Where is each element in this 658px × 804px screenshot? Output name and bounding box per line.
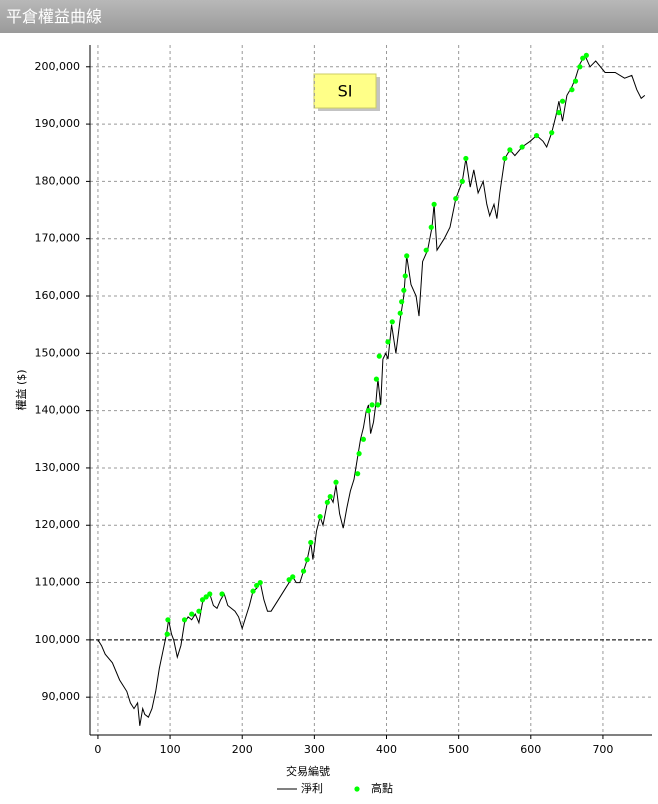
x-axis-label: 交易編號: [286, 764, 330, 778]
high-point: [257, 579, 263, 586]
high-point: [577, 64, 583, 70]
high-point: [254, 582, 260, 589]
high-point: [355, 471, 361, 477]
x-tick-label: 300: [304, 743, 325, 756]
equity-line: [97, 54, 646, 726]
y-tick-label: 120,000: [35, 518, 81, 531]
high-point: [583, 52, 589, 58]
high-point: [360, 436, 367, 442]
high-point: [519, 144, 525, 150]
y-tick-label: 190,000: [35, 117, 81, 130]
high-point: [369, 402, 375, 408]
high-point: [549, 130, 555, 136]
high-point: [304, 557, 310, 563]
y-tick-label: 200,000: [35, 60, 81, 73]
y-tick-label: 110,000: [35, 576, 81, 589]
high-point: [327, 493, 333, 500]
high-point: [290, 574, 296, 580]
legend-label: 淨利: [301, 782, 323, 795]
high-point: [165, 617, 171, 623]
high-point: [250, 588, 256, 594]
x-tick-label: 200: [232, 743, 253, 756]
y-tick-label: 170,000: [35, 232, 81, 245]
high-point: [580, 55, 586, 61]
high-point: [502, 155, 508, 162]
high-point: [300, 568, 307, 574]
y-tick-label: 140,000: [35, 404, 81, 417]
high-point: [423, 247, 429, 253]
high-point: [219, 591, 225, 597]
high-point: [356, 451, 362, 457]
high-point: [431, 201, 437, 207]
legend-marker: [354, 786, 360, 792]
y-axis-label: 權益 ($): [14, 369, 28, 410]
high-point: [428, 224, 434, 230]
high-point: [286, 577, 292, 583]
high-point: [559, 98, 566, 104]
high-point: [572, 78, 579, 84]
high-point: [404, 253, 410, 259]
x-tick-label: 400: [376, 743, 397, 756]
x-tick-label: 0: [94, 743, 101, 756]
y-tick-label: 130,000: [35, 461, 81, 474]
y-tick-label: 90,000: [42, 690, 81, 703]
high-point: [207, 591, 213, 597]
x-tick-label: 600: [520, 743, 541, 756]
high-point: [533, 132, 540, 139]
high-point: [389, 319, 395, 325]
high-point: [385, 339, 391, 345]
high-point: [333, 479, 339, 485]
high-point: [459, 178, 465, 184]
high-point: [556, 110, 562, 116]
high-point: [308, 539, 314, 546]
high-point: [317, 514, 323, 520]
x-tick-label: 100: [160, 743, 181, 756]
annotation-box: [313, 73, 377, 109]
chart: SI 交易編號 權益 ($) 90,000 100,000 110,000 120,0…: [14, 45, 652, 795]
high-point: [181, 617, 188, 623]
legend-label: 高點: [371, 781, 393, 795]
annotation: SI: [338, 82, 353, 101]
high-point: [399, 299, 405, 305]
y-tick-label: 180,000: [35, 174, 81, 187]
high-point: [365, 408, 372, 414]
high-point: [397, 310, 403, 316]
high-point: [453, 195, 459, 202]
y-tick-label: 100,000: [35, 633, 81, 646]
high-point: [376, 353, 382, 359]
high-point: [402, 273, 408, 279]
high-point: [401, 287, 407, 293]
x-tick-label: 700: [592, 743, 613, 756]
high-point: [507, 147, 513, 153]
window-title: 平倉權益曲線: [0, 0, 658, 33]
high-point: [196, 608, 202, 614]
high-point: [375, 402, 381, 408]
high-point: [203, 594, 209, 600]
high-point: [569, 87, 575, 93]
high-point: [373, 376, 380, 382]
y-tick-label: 160,000: [35, 289, 81, 302]
high-point: [164, 631, 170, 637]
high-point: [463, 155, 469, 162]
x-tick-label: 500: [448, 743, 469, 756]
high-point: [199, 597, 206, 603]
high-point: [324, 499, 330, 505]
high-point: [189, 611, 195, 617]
y-tick-label: 150,000: [35, 346, 81, 359]
